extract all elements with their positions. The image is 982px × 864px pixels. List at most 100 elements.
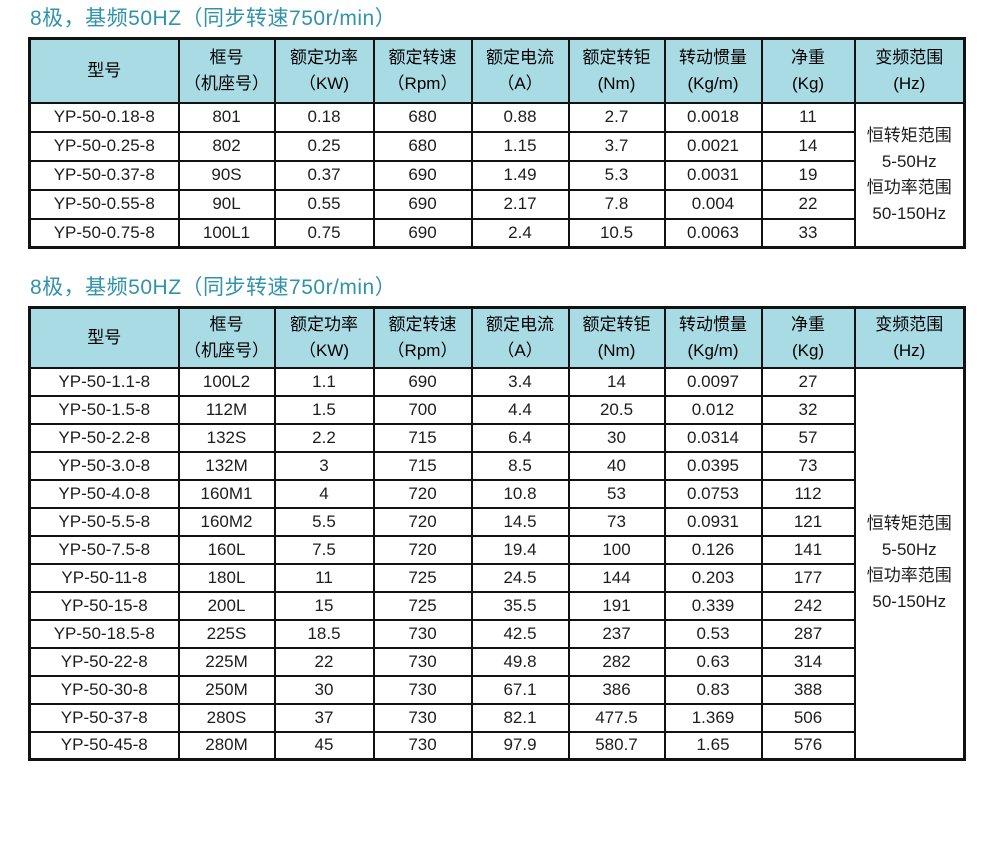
- table-cell: 690: [372, 217, 473, 249]
- column-header-title: 变频范围: [875, 47, 944, 67]
- column-header: 型号: [28, 37, 180, 104]
- table-cell: 477.5: [567, 702, 666, 733]
- column-header: 变频范围 (Hz): [853, 37, 966, 104]
- table-cell: 73: [567, 506, 666, 537]
- table-cell: 20.5: [567, 394, 666, 425]
- table-cell: 1.65: [663, 730, 763, 761]
- table-row: YP-50-4.0-8 160M1 4 720 10.8 53 0.0753 112: [28, 478, 965, 509]
- table-cell: 280M: [177, 730, 276, 761]
- table-cell: 180L: [177, 562, 276, 593]
- table-cell: 0.75: [273, 217, 375, 249]
- frequency-range-note-line: 50-150Hz: [872, 203, 947, 223]
- table-cell: 0.0931: [663, 506, 763, 537]
- table-cell: 141: [760, 534, 856, 565]
- table-cell: 0.53: [663, 618, 763, 649]
- table-cell: 82.1: [470, 702, 570, 733]
- table-cell: YP-50-1.5-8: [28, 394, 180, 425]
- column-header: 框号 （机座号）: [177, 37, 276, 104]
- table-cell: 97.9: [470, 730, 570, 761]
- table-cell: 715: [372, 422, 473, 453]
- table-cell: YP-50-0.55-8: [28, 188, 180, 220]
- table-cell: 0.0314: [663, 422, 763, 453]
- table-cell: 7.8: [567, 188, 666, 220]
- table-row: YP-50-30-8 250M 30 730 67.1 386 0.83 388: [28, 674, 965, 705]
- column-header-title: 额定功率: [290, 47, 358, 67]
- table-cell: 33: [760, 217, 856, 249]
- table-cell: 730: [372, 618, 473, 649]
- motor-spec-table-1: 型号 框号 （机座号） 额定功率 （KW) 额定转速 （Rpm） 额定电流 （A） 额定转钜 (Nm…: [28, 37, 966, 249]
- column-header-title: 额定功率: [290, 314, 358, 334]
- table-row: YP-50-1.1-8 100L2 1.1 690 3.4 14 0.0097 27 恒转矩范围…: [28, 366, 966, 761]
- table-cell: 10.8: [470, 478, 570, 509]
- column-header-unit: (Kg/m): [687, 340, 739, 360]
- column-header-title: 额定电流: [486, 314, 554, 334]
- motor-spec-table-2: 型号 框号 （机座号） 额定功率 （KW) 额定转速 （Rpm） 额定电流 （A） 额定转钜 (Nm…: [28, 306, 966, 761]
- table-cell: 287: [760, 618, 856, 649]
- table-cell: 0.37: [273, 159, 375, 191]
- table-cell: 5.5: [273, 506, 375, 537]
- table-cell: 132S: [177, 422, 276, 453]
- table-row: YP-50-0.18-8 801 0.18 680 0.88 2.7 0.0018 11 恒转矩…: [28, 101, 966, 249]
- table-cell: 730: [372, 674, 473, 705]
- table-cell: 225M: [177, 646, 276, 677]
- table-cell: 242: [760, 590, 856, 621]
- column-header-unit: （Rpm）: [387, 340, 458, 360]
- column-header-title: 额定转钜: [582, 47, 651, 67]
- table-cell: 237: [567, 618, 666, 649]
- table-cell: 11: [273, 562, 375, 593]
- table-cell: 112: [760, 478, 856, 509]
- table-cell: 725: [372, 562, 473, 593]
- column-header-title: 额定转速: [388, 314, 457, 334]
- table-cell: 53: [567, 478, 666, 509]
- table-cell: 0.004: [663, 188, 763, 220]
- table-cell: 700: [372, 394, 473, 425]
- table-cell: 22: [273, 646, 375, 677]
- table-cell: 0.126: [663, 534, 763, 565]
- column-header-title: 额定电流: [486, 47, 554, 67]
- table-cell: 715: [372, 450, 473, 481]
- table-cell: 2.7: [567, 101, 666, 133]
- table-cell: 160L: [177, 534, 276, 565]
- table-cell: 0.012: [663, 394, 763, 425]
- column-header: 额定转速 （Rpm）: [372, 37, 473, 104]
- table-cell: 0.0018: [663, 101, 763, 133]
- table-cell: YP-50-45-8: [28, 730, 180, 761]
- table-cell: 0.0063: [663, 217, 763, 249]
- table-cell: 67.1: [470, 674, 570, 705]
- section-title: 8极，基频50HZ（同步转速750r/min）: [30, 276, 397, 299]
- column-header-title: 框号: [209, 314, 244, 334]
- column-header: 型号: [28, 306, 180, 369]
- column-header-unit: (Nm): [597, 340, 636, 360]
- table-cell: 45: [273, 730, 375, 761]
- table-cell: YP-50-22-8: [28, 646, 180, 677]
- table-cell: 0.0097: [663, 366, 763, 397]
- frequency-range-note-line: 恒转矩范围: [866, 125, 952, 145]
- table-cell: 4: [273, 478, 375, 509]
- table-cell: 100L1: [177, 217, 276, 249]
- table-row: YP-50-45-8 280M 45 730 97.9 580.7 1.65 576: [28, 730, 965, 761]
- table-cell: YP-50-18.5-8: [28, 618, 180, 649]
- table-row: YP-50-5.5-8 160M2 5.5 720 14.5 73 0.0931 121: [28, 506, 965, 537]
- table-cell: 49.8: [470, 646, 570, 677]
- table-cell: 1.369: [663, 702, 763, 733]
- table-cell: YP-50-0.37-8: [28, 159, 180, 191]
- table-cell: 37: [273, 702, 375, 733]
- column-header-unit: (Hz): [893, 73, 926, 93]
- table-cell: 32: [760, 394, 856, 425]
- table-cell: 2.4: [470, 217, 570, 249]
- column-header: 转动惯量 (Kg/m): [663, 306, 763, 369]
- table-cell: 0.339: [663, 590, 763, 621]
- table-cell: 160M1: [177, 478, 276, 509]
- table-cell: 0.18: [273, 101, 375, 133]
- column-header-unit: (Nm): [597, 73, 636, 93]
- table-cell: 1.15: [470, 130, 570, 162]
- column-header-unit: （KW): [298, 73, 350, 93]
- table-cell: 132M: [177, 450, 276, 481]
- table-cell: YP-50-2.2-8: [28, 422, 180, 453]
- table-cell: 680: [372, 130, 473, 162]
- table-cell: 720: [372, 478, 473, 509]
- column-header-title: 转动惯量: [679, 47, 747, 67]
- column-header-title: 额定转速: [388, 47, 457, 67]
- table-cell: 2.2: [273, 422, 375, 453]
- table-cell: 0.88: [470, 101, 570, 133]
